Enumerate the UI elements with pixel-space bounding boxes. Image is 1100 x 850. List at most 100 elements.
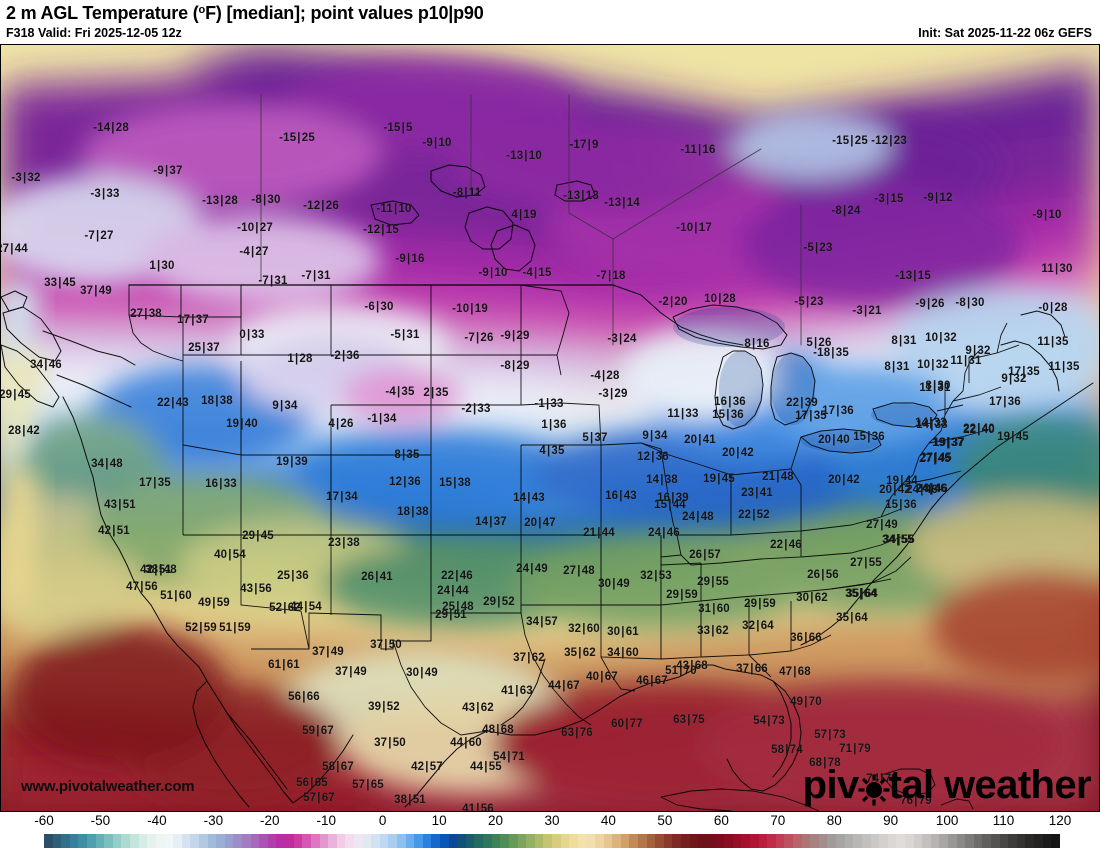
point-value-label: -3|24: [607, 333, 637, 345]
colorbar-swatch: [793, 834, 802, 848]
colorbar-tick: 0: [378, 813, 387, 828]
colorbar-swatch: [543, 834, 552, 848]
point-value-label: 20|41: [684, 434, 716, 446]
map-viewport[interactable]: -14|28 -15|5 -9|10 -13|10 -17|9 -11|16 -15|25-…: [0, 44, 1100, 812]
colorbar-swatch: [689, 834, 699, 848]
colorbar-swatch: [595, 834, 604, 848]
point-value-label: -1|33: [534, 398, 564, 410]
point-value-label: 23|41: [741, 487, 773, 499]
point-value-label: -9|37: [153, 165, 183, 177]
colorbar-swatch: [775, 834, 785, 848]
colorbar-swatch: [95, 834, 105, 848]
point-value-label: -18|35: [813, 347, 849, 359]
colorbar-swatch: [242, 834, 251, 848]
point-value-label: 54|71: [493, 751, 525, 763]
point-value-label: -5|31: [390, 329, 420, 341]
point-value-label: 4|19: [511, 209, 537, 221]
point-value-label: -12|23: [871, 135, 907, 147]
point-value-label: -3|29: [598, 388, 628, 400]
colorbar-swatch: [861, 834, 871, 848]
point-value-label: 10|32: [917, 359, 949, 371]
colorbar-swatch: [259, 834, 268, 848]
colorbar-swatch: [250, 834, 260, 848]
point-value-label: 27|49: [866, 519, 898, 531]
point-value-label: -9|10: [1032, 209, 1062, 221]
logo-text-part2: tal weather: [888, 763, 1092, 807]
point-value-label: 40|54: [214, 549, 246, 561]
point-value-label: 57|73: [814, 729, 846, 741]
point-value-label: -7|31: [301, 270, 331, 282]
colorbar-swatch: [586, 834, 595, 848]
colorbar-swatch: [293, 834, 303, 848]
colorbar-swatch: [310, 834, 320, 848]
point-value-label: -3|15: [874, 193, 904, 205]
point-value-label: 14|33: [916, 419, 948, 431]
point-value-label: 43|62: [462, 702, 494, 714]
point-value-label: 8|31: [884, 361, 910, 373]
point-value-label: 37|49: [80, 285, 112, 297]
colorbar-swatch: [836, 834, 845, 848]
point-value-label: 14|43: [513, 492, 545, 504]
point-value-label: 43|51: [104, 499, 136, 511]
point-value-label: 16|39: [657, 492, 689, 504]
point-value-label: -9|16: [395, 253, 425, 265]
point-value-label: 40|67: [586, 671, 618, 683]
colorbar-swatch: [267, 834, 277, 848]
point-value-label: 30|61: [607, 626, 639, 638]
point-value-label: -1|34: [367, 413, 397, 425]
colorbar-swatch: [345, 834, 354, 848]
point-value-label: 8|16: [744, 338, 770, 350]
watermark-url: www.pivotalweather.com: [21, 778, 195, 795]
point-value-label: 34|55: [882, 534, 914, 546]
point-value-label: -5|23: [803, 242, 833, 254]
point-value-label: 23|38: [328, 537, 360, 549]
colorbar-swatch: [1051, 834, 1060, 848]
colorbar-swatch: [371, 834, 380, 848]
point-value-label: 49|59: [198, 597, 230, 609]
point-value-label: -9|10: [478, 267, 508, 279]
point-value-label: 49|70: [790, 696, 822, 708]
point-value-label: 27|45: [919, 453, 951, 465]
point-value-label: 51|60: [160, 590, 192, 602]
point-value-label: 20|42: [722, 447, 754, 459]
colorbar-swatch: [1042, 834, 1052, 848]
colorbar-swatch: [715, 834, 725, 848]
point-value-label: -10|17: [676, 222, 712, 234]
colorbar-swatch: [87, 834, 96, 848]
colorbar-swatch: [207, 834, 217, 848]
point-value-label: -3|32: [11, 172, 41, 184]
point-value-label: 22|46: [770, 539, 802, 551]
colorbar-swatch: [672, 834, 682, 848]
point-value-label: 27|48: [563, 565, 595, 577]
point-value-label: 2|35: [423, 387, 449, 399]
colorbar-swatch: [138, 834, 148, 848]
colorbar-tick: 70: [770, 813, 786, 828]
colorbar-swatch: [405, 834, 415, 848]
point-value-label: 30|49: [598, 578, 630, 590]
colorbar-tick: 80: [826, 813, 842, 828]
colorbar-swatch: [999, 834, 1009, 848]
point-value-label: 33|62: [697, 625, 729, 637]
point-value-label: 17|34: [326, 491, 358, 503]
point-value-label: -11|16: [680, 144, 716, 156]
colorbar-area: -60 -50 -40 -30 -20 -10 0 10 20 30 40 50 60 70 80 90 100…: [0, 812, 1100, 850]
colorbar-swatch: [379, 834, 389, 848]
colorbar-swatch: [500, 834, 509, 848]
point-value-label: 35|64: [845, 588, 877, 600]
point-value-label: 18|38: [397, 506, 429, 518]
point-value-label: 32|64: [742, 620, 774, 632]
colorbar-swatch: [853, 834, 862, 848]
point-value-label: 57|65: [352, 779, 384, 791]
colorbar-tick: 120: [1048, 813, 1072, 828]
point-value-label: -3|21: [852, 305, 882, 317]
point-value-label: 18|38: [201, 395, 233, 407]
colorbar-swatch: [328, 834, 337, 848]
point-value-label: -9|29: [500, 330, 530, 342]
colorbar-swatch: [440, 834, 449, 848]
point-value-label: -2|36: [330, 350, 360, 362]
point-value-label: 17|35: [795, 410, 827, 422]
colorbar-swatch: [551, 834, 561, 848]
colorbar-swatch: [69, 834, 79, 848]
point-value-label: 34|48: [91, 458, 123, 470]
point-value-label: 29|45: [242, 530, 274, 542]
